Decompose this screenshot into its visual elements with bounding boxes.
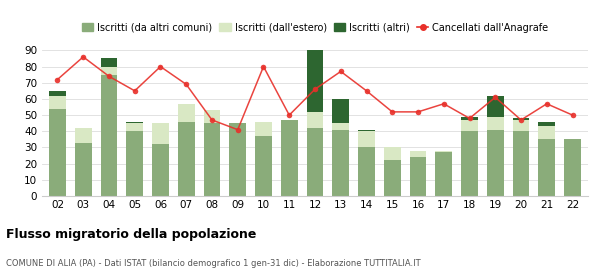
Bar [127,122,143,123]
Bar [178,104,194,122]
Bar [127,131,143,196]
Bar [487,130,503,196]
Bar [307,128,323,196]
Bar [410,151,427,157]
Bar [127,123,143,131]
Bar [101,67,118,75]
Bar [203,110,220,123]
Bar [384,148,401,160]
Bar [384,160,401,196]
Bar [564,139,581,196]
Bar [49,109,66,196]
Bar [487,117,503,130]
Bar [255,136,272,196]
Bar [410,157,427,196]
Bar [229,123,246,196]
Bar [538,127,555,139]
Bar [538,139,555,196]
Bar [512,131,529,196]
Bar [75,128,92,143]
Bar [203,123,220,196]
Bar [49,91,66,96]
Bar [538,122,555,127]
Bar [101,75,118,196]
Bar [152,123,169,144]
Bar [178,122,194,196]
Bar [307,112,323,128]
Bar [461,120,478,131]
Bar [461,117,478,120]
Bar [281,120,298,196]
Bar [436,152,452,196]
Bar [332,99,349,123]
Bar [358,148,375,196]
Text: Flusso migratorio della popolazione: Flusso migratorio della popolazione [6,228,256,241]
Bar [49,96,66,109]
Bar [152,144,169,196]
Bar [436,151,452,152]
Bar [332,130,349,196]
Bar [255,122,272,136]
Bar [101,59,118,67]
Bar [307,50,323,112]
Bar [512,118,529,120]
Bar [358,130,375,131]
Bar [75,143,92,196]
Bar [332,123,349,130]
Bar [487,96,503,117]
Text: COMUNE DI ALIA (PA) - Dati ISTAT (bilancio demografico 1 gen-31 dic) - Elaborazi: COMUNE DI ALIA (PA) - Dati ISTAT (bilanc… [6,259,421,268]
Bar [512,120,529,131]
Legend: Iscritti (da altri comuni), Iscritti (dall'estero), Iscritti (altri), Cancellati: Iscritti (da altri comuni), Iscritti (da… [78,19,552,37]
Bar [358,131,375,148]
Bar [461,131,478,196]
